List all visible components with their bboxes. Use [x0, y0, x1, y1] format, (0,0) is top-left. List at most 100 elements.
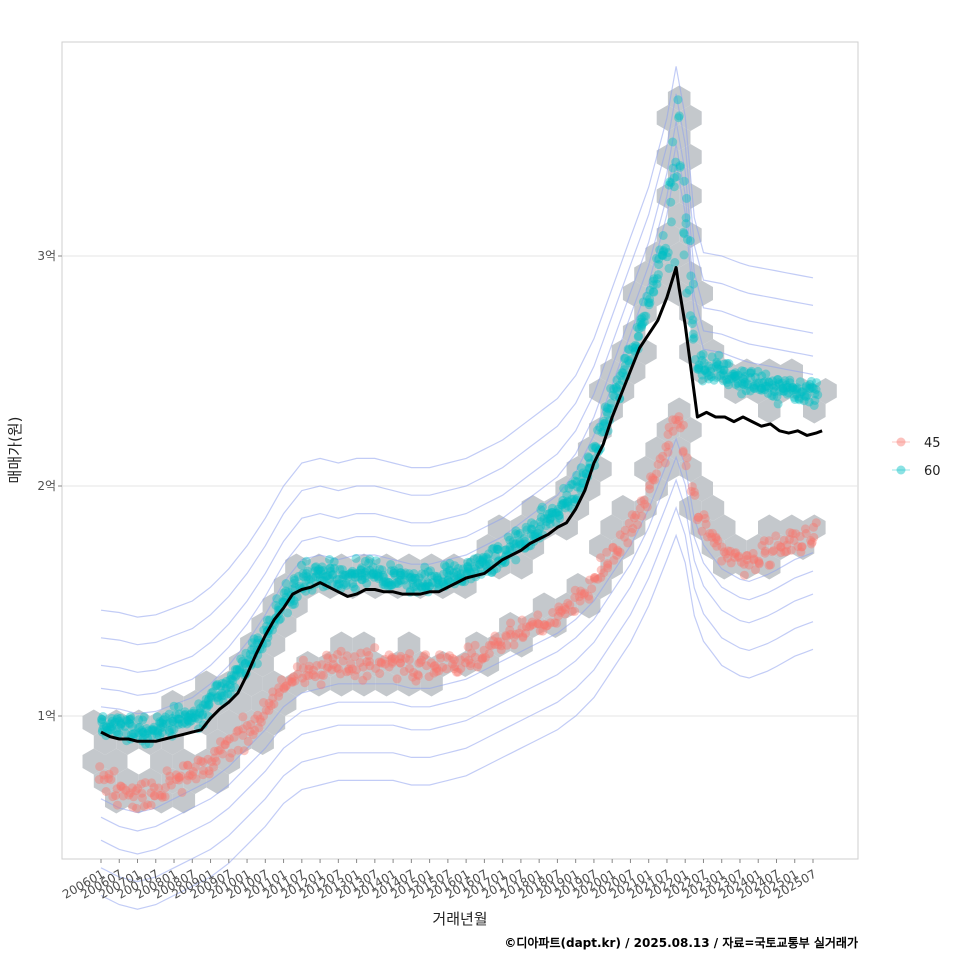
- point-60: [757, 371, 767, 381]
- point-60: [521, 522, 531, 532]
- point-60: [102, 722, 112, 732]
- point-60: [420, 584, 430, 593]
- point-60: [727, 369, 737, 379]
- point-60: [682, 193, 692, 203]
- point-60: [252, 659, 262, 669]
- point-45: [463, 642, 473, 652]
- point-45: [736, 557, 746, 567]
- point-45: [374, 657, 384, 667]
- point-45: [517, 615, 527, 625]
- density-contour: [100, 144, 814, 696]
- point-60: [230, 665, 240, 674]
- point-60: [483, 554, 493, 564]
- point-60: [737, 366, 747, 376]
- point-60: [718, 369, 728, 378]
- point-60: [138, 727, 148, 737]
- density-contour: [100, 455, 814, 832]
- point-60: [471, 564, 480, 574]
- point-60: [306, 574, 316, 584]
- point-45: [261, 705, 271, 715]
- point-60: [547, 507, 557, 517]
- point-60: [719, 365, 729, 375]
- point-60: [216, 681, 226, 691]
- point-45: [663, 447, 673, 457]
- point-60: [325, 563, 335, 573]
- point-60: [423, 567, 433, 577]
- point-60: [661, 243, 671, 253]
- point-45: [560, 602, 570, 612]
- point-60: [588, 443, 598, 453]
- point-45: [539, 620, 549, 630]
- point-60: [417, 578, 427, 588]
- point-45: [256, 717, 266, 727]
- point-45: [645, 484, 655, 494]
- point-60: [801, 383, 811, 393]
- point-45: [364, 651, 374, 660]
- hexbin: [251, 651, 274, 677]
- hexbin: [195, 748, 218, 775]
- hexbin: [251, 690, 274, 716]
- point-60: [679, 176, 689, 186]
- point-60: [603, 409, 613, 419]
- point-60: [116, 720, 126, 730]
- point-60: [500, 545, 510, 555]
- point-60: [755, 385, 765, 395]
- point-45: [434, 666, 444, 676]
- point-45: [779, 535, 789, 545]
- point-60: [657, 250, 667, 260]
- hexbin: [803, 514, 826, 541]
- point-60: [463, 561, 473, 571]
- point-45: [376, 657, 386, 667]
- point-60: [232, 664, 242, 674]
- hexbin: [82, 709, 105, 736]
- point-60: [704, 361, 714, 371]
- point-45: [681, 461, 691, 471]
- hexbin: [690, 514, 713, 541]
- point-45: [518, 631, 528, 641]
- hexbin: [600, 514, 623, 541]
- hexbin: [341, 651, 364, 677]
- point-60: [812, 378, 821, 388]
- y-axis: 1억 2억 3억: [37, 249, 62, 723]
- hexbin: [161, 690, 184, 716]
- point-60: [387, 580, 397, 590]
- hexbin: [521, 495, 545, 521]
- point-45: [229, 732, 239, 742]
- point-60: [283, 608, 293, 618]
- point-60: [334, 579, 344, 589]
- point-60: [201, 694, 211, 704]
- point-45: [570, 606, 580, 616]
- point-45: [362, 671, 372, 681]
- hexbin: [116, 729, 139, 755]
- point-60: [560, 498, 569, 508]
- point-60: [657, 250, 667, 260]
- point-45: [279, 683, 289, 693]
- point-45: [95, 762, 105, 772]
- point-60: [578, 468, 588, 478]
- point-60: [782, 383, 792, 392]
- point-60: [164, 726, 174, 735]
- point-60: [452, 567, 461, 577]
- point-45: [522, 622, 532, 632]
- point-45: [392, 674, 402, 684]
- point-45: [426, 658, 436, 668]
- point-60: [287, 584, 297, 594]
- point-60: [456, 569, 466, 579]
- point-45: [416, 657, 425, 667]
- point-45: [674, 412, 684, 422]
- point-60: [623, 344, 633, 354]
- point-45: [171, 770, 181, 780]
- hexbin: [679, 339, 702, 365]
- point-60: [450, 561, 459, 571]
- point-60: [173, 718, 183, 728]
- point-60: [414, 573, 424, 583]
- point-60: [423, 579, 433, 589]
- point-45: [648, 475, 658, 485]
- hexbin: [645, 280, 668, 307]
- point-45: [603, 560, 613, 570]
- point-60: [112, 714, 122, 724]
- point-60: [730, 372, 740, 382]
- point-60: [167, 713, 177, 723]
- point-60: [666, 178, 676, 188]
- point-45: [452, 667, 462, 677]
